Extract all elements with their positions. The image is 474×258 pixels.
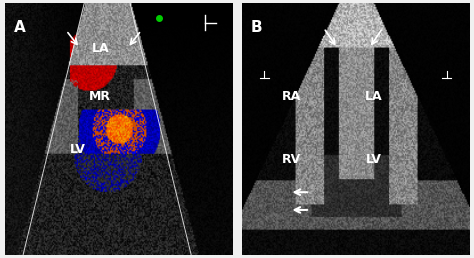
Text: MR: MR <box>89 90 111 103</box>
Text: LV: LV <box>366 153 382 166</box>
Text: B: B <box>251 20 263 35</box>
Text: LA: LA <box>365 90 383 103</box>
Text: LA: LA <box>91 42 109 55</box>
Text: A: A <box>14 20 26 35</box>
Text: LV: LV <box>70 143 85 156</box>
Text: RA: RA <box>282 90 301 103</box>
Text: RV: RV <box>282 153 301 166</box>
